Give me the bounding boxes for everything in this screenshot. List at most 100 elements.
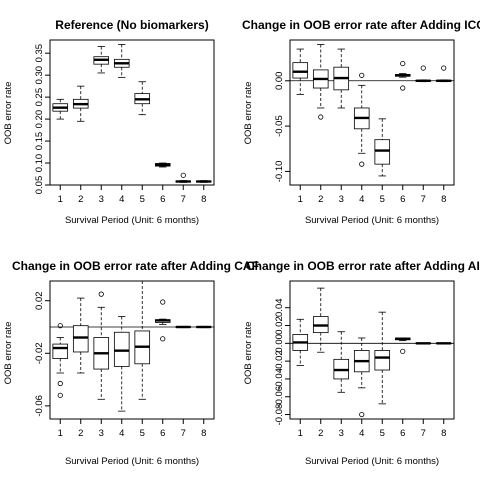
outlier-point [160, 299, 166, 305]
iqr-box [374, 350, 391, 371]
panel-title: Change in OOB error rate after Adding AI [246, 259, 480, 273]
outlier-point [98, 291, 104, 297]
x-tick-label: 8 [441, 428, 446, 439]
y-tick-label: 0.00 [274, 334, 285, 353]
outlier-point [359, 72, 365, 78]
panel-title: Change in OOB error rate after Adding CA… [12, 259, 259, 273]
x-tick-label: 8 [201, 428, 206, 439]
x-tick-label: 1 [58, 428, 63, 439]
x-tick-label: 6 [160, 428, 165, 439]
x-tick-label: 2 [318, 194, 323, 205]
box-6 [394, 337, 411, 354]
box-3 [93, 291, 110, 400]
y-tick-label: 0.10 [34, 154, 45, 173]
y-tick-label: -0.05 [274, 115, 285, 137]
box-7 [175, 172, 192, 183]
box-4 [353, 337, 370, 418]
box-4 [353, 72, 370, 167]
outlier-point [400, 60, 406, 67]
y-axis-label: OOB error rate [3, 322, 14, 385]
panel-title: Change in OOB error rate after Adding IC… [242, 18, 480, 32]
plot-frame [49, 39, 215, 186]
y-tick-label: -0.02 [274, 350, 285, 372]
x-tick-label: 1 [58, 194, 63, 205]
x-tick-label: 3 [99, 194, 104, 205]
x-tick-label: 4 [359, 194, 364, 205]
box-7 [415, 342, 432, 345]
box-5 [134, 280, 151, 400]
y-tick-label: 0.20 [34, 110, 45, 129]
y-tick-label: 0.00 [274, 72, 285, 91]
panel-title: Reference (No biomarkers) [55, 18, 208, 32]
outlier-point [400, 348, 406, 354]
y-tick-label: -0.06 [34, 395, 45, 417]
box-7 [415, 65, 432, 83]
x-tick-label: 7 [181, 428, 186, 439]
x-tick-label: 8 [441, 194, 446, 205]
box-3 [93, 46, 110, 74]
y-tick-label: -0.02 [34, 342, 45, 364]
panel-caf: Change in OOB error rate after Adding CA… [3, 259, 259, 467]
x-tick-label: 5 [380, 194, 385, 205]
outlier-point [57, 380, 63, 387]
plot-frame [289, 39, 455, 186]
iqr-box [374, 139, 391, 165]
x-tick-label: 4 [359, 428, 364, 439]
x-tick-label: 6 [160, 194, 165, 205]
outlier-point [57, 323, 63, 329]
iqr-box [52, 343, 69, 359]
box-5 [374, 311, 391, 405]
x-tick-label: 7 [421, 428, 426, 439]
outlier-point [180, 172, 186, 178]
y-tick-label: 0.15 [34, 132, 45, 151]
y-tick-label: -0.10 [274, 161, 285, 183]
iqr-box [72, 325, 89, 353]
y-tick-label: 0.25 [34, 88, 45, 107]
box-6 [154, 162, 171, 168]
outlier-point [318, 114, 324, 120]
x-tick-label: 6 [400, 428, 405, 439]
y-tick-label: 0.05 [34, 176, 45, 195]
box-2 [312, 287, 329, 353]
box-4 [113, 43, 130, 78]
y-tick-label: 0.35 [34, 44, 45, 63]
x-tick-label: 4 [119, 194, 124, 205]
outlier-point [160, 336, 166, 342]
panel-reference: Reference (No biomarkers) Survival Perio… [3, 18, 215, 226]
outlier-point [359, 411, 365, 418]
plot-frame [49, 280, 215, 420]
box-8 [435, 65, 452, 83]
x-tick-label: 2 [78, 428, 83, 439]
y-axis-label: OOB error rate [243, 322, 254, 385]
outlier-point [420, 65, 426, 71]
outlier-point [441, 65, 447, 71]
box-7 [175, 325, 192, 329]
box-8 [195, 180, 212, 183]
y-tick-label: 0.02 [34, 291, 45, 310]
y-tick-label: 0.30 [34, 66, 45, 85]
box-5 [134, 81, 151, 116]
box-1 [52, 323, 69, 398]
x-tick-label: 3 [339, 194, 344, 205]
x-tick-label: 4 [119, 428, 124, 439]
x-tick-label: 3 [339, 428, 344, 439]
box-8 [435, 342, 452, 345]
x-axis-label: Survival Period (Unit: 6 months) [305, 456, 439, 467]
x-axis-label: Survival Period (Unit: 6 months) [65, 215, 199, 226]
y-tick-label: -0.08 [274, 404, 285, 426]
box-2 [72, 85, 89, 122]
x-tick-label: 1 [298, 428, 303, 439]
box-3 [333, 331, 350, 393]
x-axis-label: Survival Period (Unit: 6 months) [305, 215, 439, 226]
x-tick-label: 2 [78, 194, 83, 205]
outlier-point [57, 392, 63, 398]
iqr-box [113, 331, 130, 367]
y-tick-label: 0.02 [274, 316, 285, 335]
x-tick-label: 2 [318, 428, 323, 439]
y-axis-label: OOB error rate [3, 82, 14, 145]
panel-icg: Change in OOB error rate after Adding IC… [242, 18, 480, 226]
x-tick-label: 1 [298, 194, 303, 205]
x-tick-label: 5 [140, 194, 145, 205]
box-8 [195, 325, 212, 329]
